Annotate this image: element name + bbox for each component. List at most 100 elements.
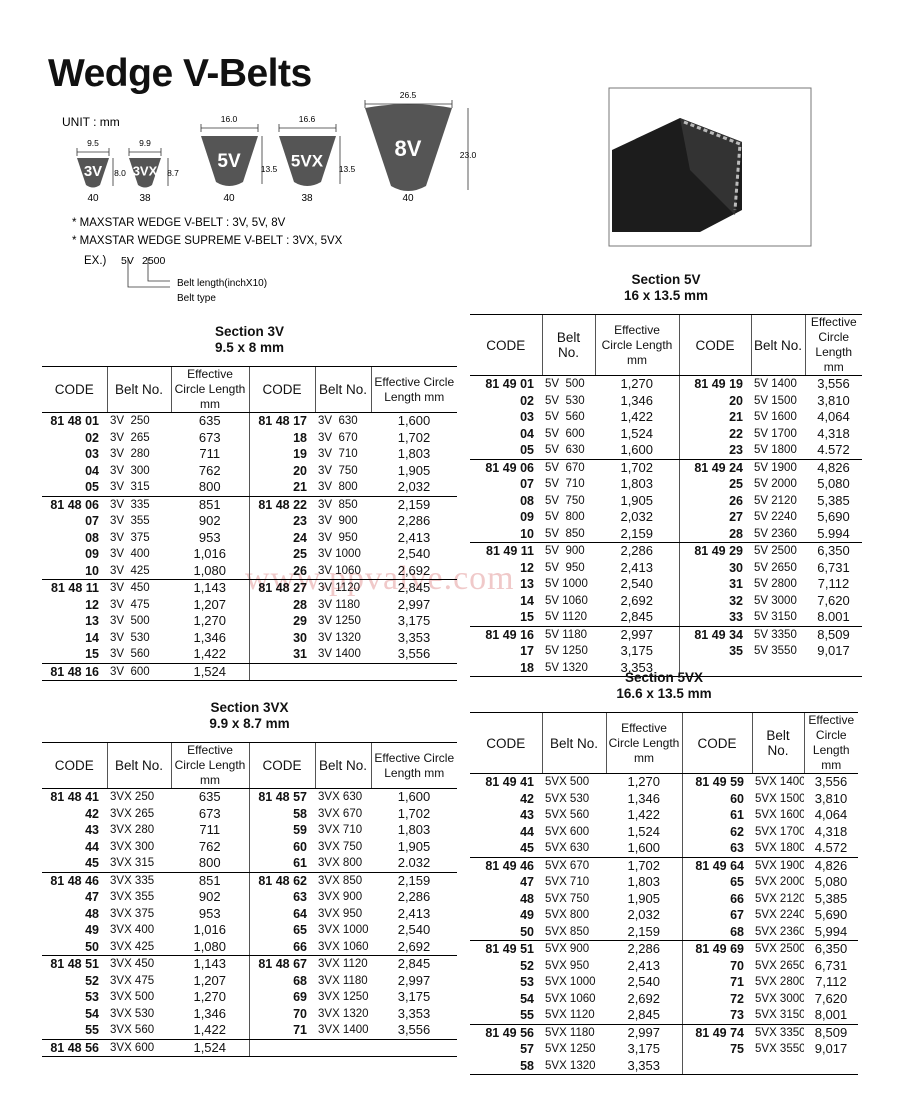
length-cell: 9,017 [814,1041,848,1056]
belt-cell: 3VX 950 [318,907,363,920]
length-cell: 1,422 [171,646,249,664]
code-cell: 54 [85,1006,99,1021]
table-row: 54 5VX 1060 2,692 72 5VX 3000 7,620 [470,990,858,1007]
code-cell: 81 48 01 [50,414,99,428]
belt-cell: 5V 1800 [751,442,805,460]
belt-cell: 3V 900 [318,515,358,527]
table-row: 13 5V 1000 2,540 31 5V 2800 7,112 [470,576,862,593]
table-row: 81 48 56 3VX 600 1,524 [42,1039,457,1057]
belt-cell: 3V 1060 [315,562,371,580]
table-row: 81 49 16 5V 1180 2,997 81 49 34 5V 3350 8,509 [470,626,862,643]
belt-cell: 3VX 1250 [318,991,369,1003]
belt-cell: 5VX 630 [542,840,606,858]
column-header: CODE [470,712,542,774]
code-cell: 12 [520,560,534,575]
length-cell: 2,692 [371,562,457,580]
belt-cell: 5VX 560 [545,809,590,821]
belt-cell: 5VX 850 [542,923,606,941]
code-cell: 28 [248,596,315,613]
belt-cell: 3VX 400 [110,924,155,936]
column-header: Belt No. [314,366,371,413]
code-cell: 81 49 56 [485,1025,534,1040]
code-cell: 68 [681,923,752,941]
header-row: CODE Belt No. Effective Circle Length mm CO… [42,742,457,789]
length-cell: 1,600 [397,789,431,804]
length-cell: 1,600 [606,840,682,858]
code-cell [248,1039,315,1057]
code-cell: 04 [520,426,534,441]
length-cell: 1,270 [193,989,227,1004]
column-header: Effective Circle Length mm [170,366,249,413]
length-cell: 1,600 [397,413,431,428]
belt-cell: 5V 600 [545,427,585,440]
belt-cell [315,1039,371,1057]
table-row: 04 5V 600 1,524 22 5V 1700 4,318 [470,425,862,442]
code-cell: 25 [678,476,751,493]
code-cell: 81 48 57 [248,788,315,806]
table-row: 81 49 51 5VX 900 2,286 81 49 69 5VX 2500 6,35… [470,940,858,958]
belt-cell: 3V 1400 [315,646,371,664]
length-cell: 2,032 [627,907,661,922]
code-cell: 81 49 29 [678,542,751,560]
belt-cell: 5V 630 [542,442,595,460]
table-row: 43 5VX 560 1,422 61 5VX 1600 4,064 [470,807,858,824]
length-cell: 5,690 [814,907,848,922]
code-cell: 03 [85,447,99,461]
code-cell: 61 [681,807,752,824]
length-cell: 1,803 [627,874,661,889]
belt-cell: 5V 2120 [754,494,797,507]
length-cell: 1,422 [620,409,654,424]
code-cell: 10 [470,525,542,543]
length-cell: 3,810 [817,392,850,408]
belt-cell: 5V 500 [545,378,585,390]
belt-shape [279,136,336,186]
code-cell: 81 48 67 [248,955,315,973]
length-cell: 5,690 [817,509,850,524]
belt-cell: 3V 335 [110,498,150,511]
table-row: 81 48 41 3VX 250 635 81 48 57 3VX 630 1,600 [42,788,457,806]
section-heading: Section 5VX 16.6 x 13.5 mm [470,670,858,712]
length-cell: 2,692 [620,592,654,608]
table-row: 09 3V 400 1,016 25 3V 1000 2,540 [42,546,457,563]
code-cell: 81 49 24 [678,459,751,476]
code-cell: 24 [248,529,315,546]
length-cell: 800 [171,479,249,497]
code-cell [678,659,751,677]
belt-cell: 3VX 710 [318,824,363,836]
belt-cell: 3V 250 [110,415,150,427]
belt-cell: 5V 2240 [754,511,797,523]
length-cell: 1,524 [171,663,249,681]
header-row: CODE Belt No. Effective Circle Length mm CO… [470,314,862,376]
table-row: 17 5V 1250 3,175 35 5V 3550 9,017 [470,643,862,660]
table-row: 49 3VX 400 1,016 65 3VX 1000 2,540 [42,922,457,939]
code-cell: 63 [681,840,752,858]
belt-cell: 3VX 630 [318,791,363,803]
dim-side: 13.5 [339,164,356,174]
code-cell: 44 [520,824,534,839]
table-row: 81 49 56 5VX 1180 2,997 81 49 74 5VX 3350 8,5… [470,1024,858,1041]
code-cell: 31 [248,646,315,664]
code-cell: 05 [42,479,107,497]
length-cell: 2,413 [397,905,431,921]
code-cell: 66 [681,890,752,907]
column-header: CODE [678,314,751,376]
length-cell: 1,702 [620,459,654,475]
table-row: 81 49 41 5VX 500 1,270 81 49 59 5VX 1400 3,55… [470,773,858,791]
table-row: 43 3VX 280 711 59 3VX 710 1,803 [42,822,457,839]
code-cell: 08 [85,530,99,545]
code-cell: 55 [42,1022,107,1040]
code-cell: 81 49 59 [681,773,752,791]
belt-cell: 3V 300 [110,464,150,477]
length-cell: 2,845 [397,580,431,595]
length-cell: 1,080 [171,562,249,580]
dim-bottom: 40 [402,193,414,204]
code-cell: 81 48 46 [50,873,99,888]
table-row: 04 3V 300 762 20 3V 750 1,905 [42,462,457,479]
length-cell: 7,620 [817,592,850,608]
belt-table: CODE Belt No. Effective Circle Length mm CO… [470,314,862,677]
length-cell: 1,016 [193,546,227,561]
table-row: 14 3V 530 1,346 30 3V 1320 3,353 [42,629,457,646]
belt-cell: 3VX 500 [110,991,155,1003]
length-cell: 2,997 [397,596,431,612]
